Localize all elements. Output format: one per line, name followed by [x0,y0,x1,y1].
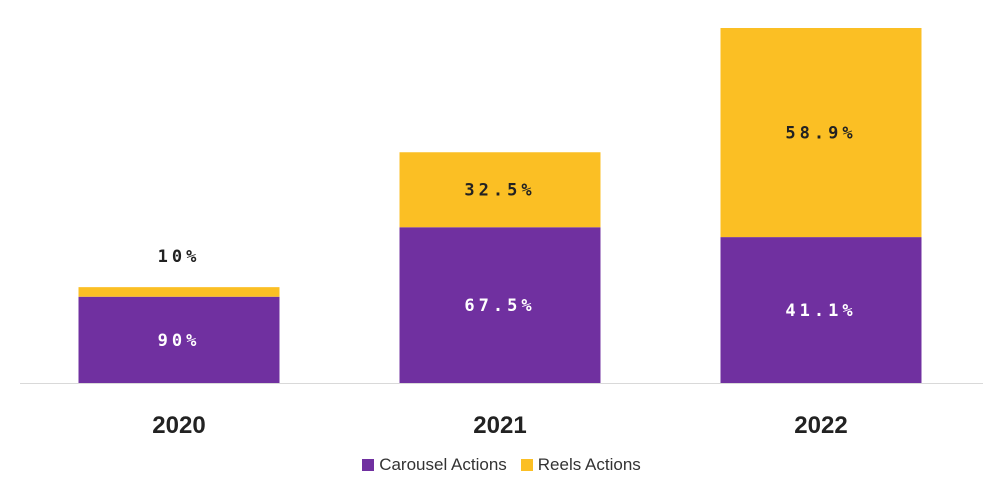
chart-legend: Carousel Actions Reels Actions [0,455,1003,475]
legend-swatch-reels [520,459,533,471]
data-label-reels-2021: 32.5% [464,181,535,201]
x-tick-label-2021: 2021 [473,412,526,439]
data-label-carousel-2021: 67.5% [464,296,535,316]
x-tick-label-2020: 2020 [152,412,205,439]
legend-item-reels: Reels Actions [520,455,641,475]
x-tick-label-2022: 2022 [794,412,847,439]
legend-label-reels: Reels Actions [537,455,641,474]
bar-carousel-2021 [399,227,601,383]
legend-label-carousel: Carousel Actions [379,455,507,474]
bar-reels-2021 [399,152,601,228]
bar-carousel-2020 [78,296,280,383]
legend-item-carousel: Carousel Actions [362,455,507,475]
bar-reels-2020 [78,287,280,297]
bar-reels-2022 [720,28,922,238]
bar-carousel-2022 [720,237,922,383]
data-label-reels-2022: 58.9% [785,124,856,144]
data-label-carousel-2020: 90% [158,331,201,351]
legend-swatch-carousel [362,459,375,471]
data-label-reels-2020: 10% [158,247,201,267]
data-label-carousel-2022: 41.1% [785,301,856,321]
